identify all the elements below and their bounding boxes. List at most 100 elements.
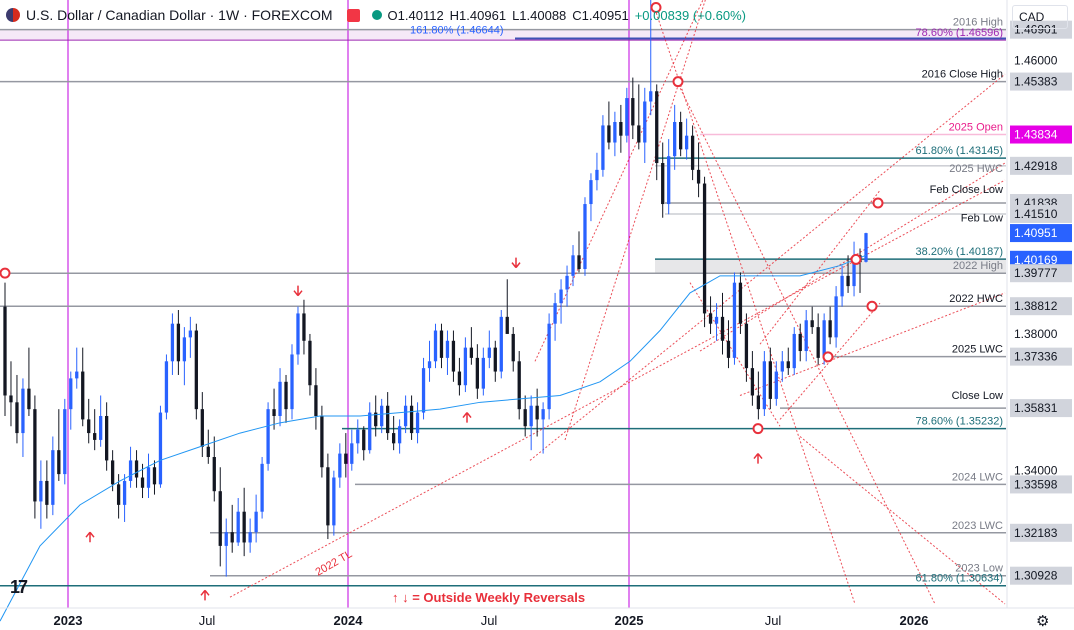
reversal-up-arrow: [462, 412, 472, 423]
candle-body: [254, 511, 258, 533]
price-label-box: [1010, 475, 1072, 494]
candle-body: [27, 388, 31, 410]
pivot-marker: [672, 76, 684, 88]
candle-body: [116, 484, 121, 505]
candle-body: [655, 91, 659, 164]
candle-body: [846, 275, 850, 287]
candle-body: [392, 433, 396, 444]
ohlc-open: O1.40112: [387, 7, 444, 23]
candle-body: [200, 409, 204, 447]
price-zone: [655, 259, 1006, 274]
candle-body: [726, 340, 731, 358]
candle-body: [45, 480, 49, 505]
candle-body: [505, 316, 509, 334]
moving-average-line: [0, 254, 867, 622]
price-label-box: [1010, 297, 1072, 316]
candle-body: [679, 122, 683, 150]
candle-body: [87, 419, 91, 434]
price-axis-label: 1.30928: [1014, 569, 1058, 583]
candle-body: [158, 412, 163, 485]
candle-body: [224, 532, 228, 546]
candle-body: [93, 433, 97, 440]
candle-body: [529, 405, 533, 427]
candle-body: [260, 463, 264, 512]
candle-body: [535, 405, 539, 420]
candle-body: [834, 296, 838, 338]
candle-body: [439, 330, 444, 358]
candle-body: [541, 409, 545, 420]
level-label: Close Low: [952, 390, 1003, 402]
candle-body: [218, 491, 222, 546]
candle-body: [170, 323, 175, 362]
level-label: 2025 LWC: [952, 344, 1003, 356]
level-label: 78.60% (1.46596): [916, 27, 1003, 39]
candle-body: [732, 282, 737, 358]
symbol-title[interactable]: U.S. Dollar / Canadian Dollar · 1W · FOR…: [26, 7, 333, 23]
candle-body: [684, 135, 689, 150]
level-label: Feb Low: [961, 213, 1003, 225]
candle-body: [571, 255, 575, 276]
price-axis-label: 1.33598: [1014, 477, 1058, 491]
trendline: [564, 0, 706, 441]
candle-body: [768, 361, 772, 399]
candle-body: [380, 405, 384, 427]
candle-body: [559, 289, 563, 304]
level-label: 61.80% (1.43145): [916, 145, 1003, 157]
candle-body: [595, 169, 599, 181]
candle-body: [326, 467, 330, 526]
candle-body: [750, 368, 755, 396]
candle-body: [152, 467, 157, 485]
candle-body: [374, 412, 378, 427]
candle-body: [493, 347, 497, 372]
tradingview-logo-icon[interactable]: 17: [10, 577, 28, 597]
trendline: [799, 436, 1006, 605]
candle-body: [3, 306, 7, 396]
price-axis-label: 1.46000: [1014, 53, 1058, 67]
candle-body: [242, 511, 246, 543]
candle-body: [248, 532, 252, 543]
pivot-marker: [866, 300, 878, 312]
alert-icon[interactable]: [346, 8, 360, 22]
candle-body: [463, 347, 468, 386]
time-axis-label: Jul: [199, 613, 216, 628]
candle-body: [690, 135, 695, 170]
settings-gear-icon[interactable]: ⚙: [1036, 613, 1050, 630]
reversal-down-arrow: [293, 285, 303, 297]
candle-body: [780, 361, 784, 372]
candle-body: [308, 340, 312, 386]
candle-body: [607, 125, 611, 143]
price-label-box: [1010, 72, 1072, 91]
price-axis-label: 1.46901: [1014, 23, 1058, 37]
price-label-box: [1010, 264, 1072, 283]
price-axis-label: 1.42918: [1014, 159, 1058, 173]
candle-body: [99, 415, 103, 440]
candle-body: [708, 313, 713, 324]
candle-body: [744, 323, 749, 369]
candle-body: [565, 275, 569, 290]
ohlc-change: +0.00839 (+0.60%): [634, 7, 746, 23]
ohlc-high: H1.40961: [449, 7, 507, 23]
candle-body: [188, 330, 192, 338]
candle-body: [51, 450, 55, 505]
level-label: 2025 Open: [949, 122, 1003, 134]
candle-body: [433, 330, 438, 362]
pivot-marker: [0, 267, 11, 279]
candle-body: [362, 429, 366, 451]
level-label: 2025 HWC: [949, 163, 1003, 175]
level-label: 2016 Close High: [922, 69, 1003, 81]
level-label: 2023 Low: [955, 563, 1003, 575]
market-status-icon: [371, 10, 382, 20]
candle-body: [320, 415, 324, 468]
currency-selector[interactable]: CAD: [1012, 5, 1068, 29]
price-axis-label: 1.34000: [1014, 464, 1058, 478]
candle-body: [140, 477, 145, 488]
time-axis-label: 2023: [54, 613, 83, 628]
candle-body: [475, 357, 479, 389]
candle-body: [397, 426, 402, 444]
candle-body: [75, 371, 79, 379]
price-label-box: [1010, 204, 1072, 223]
candle-body: [164, 361, 169, 413]
candle-body: [368, 412, 372, 451]
trendline: [534, 0, 704, 362]
